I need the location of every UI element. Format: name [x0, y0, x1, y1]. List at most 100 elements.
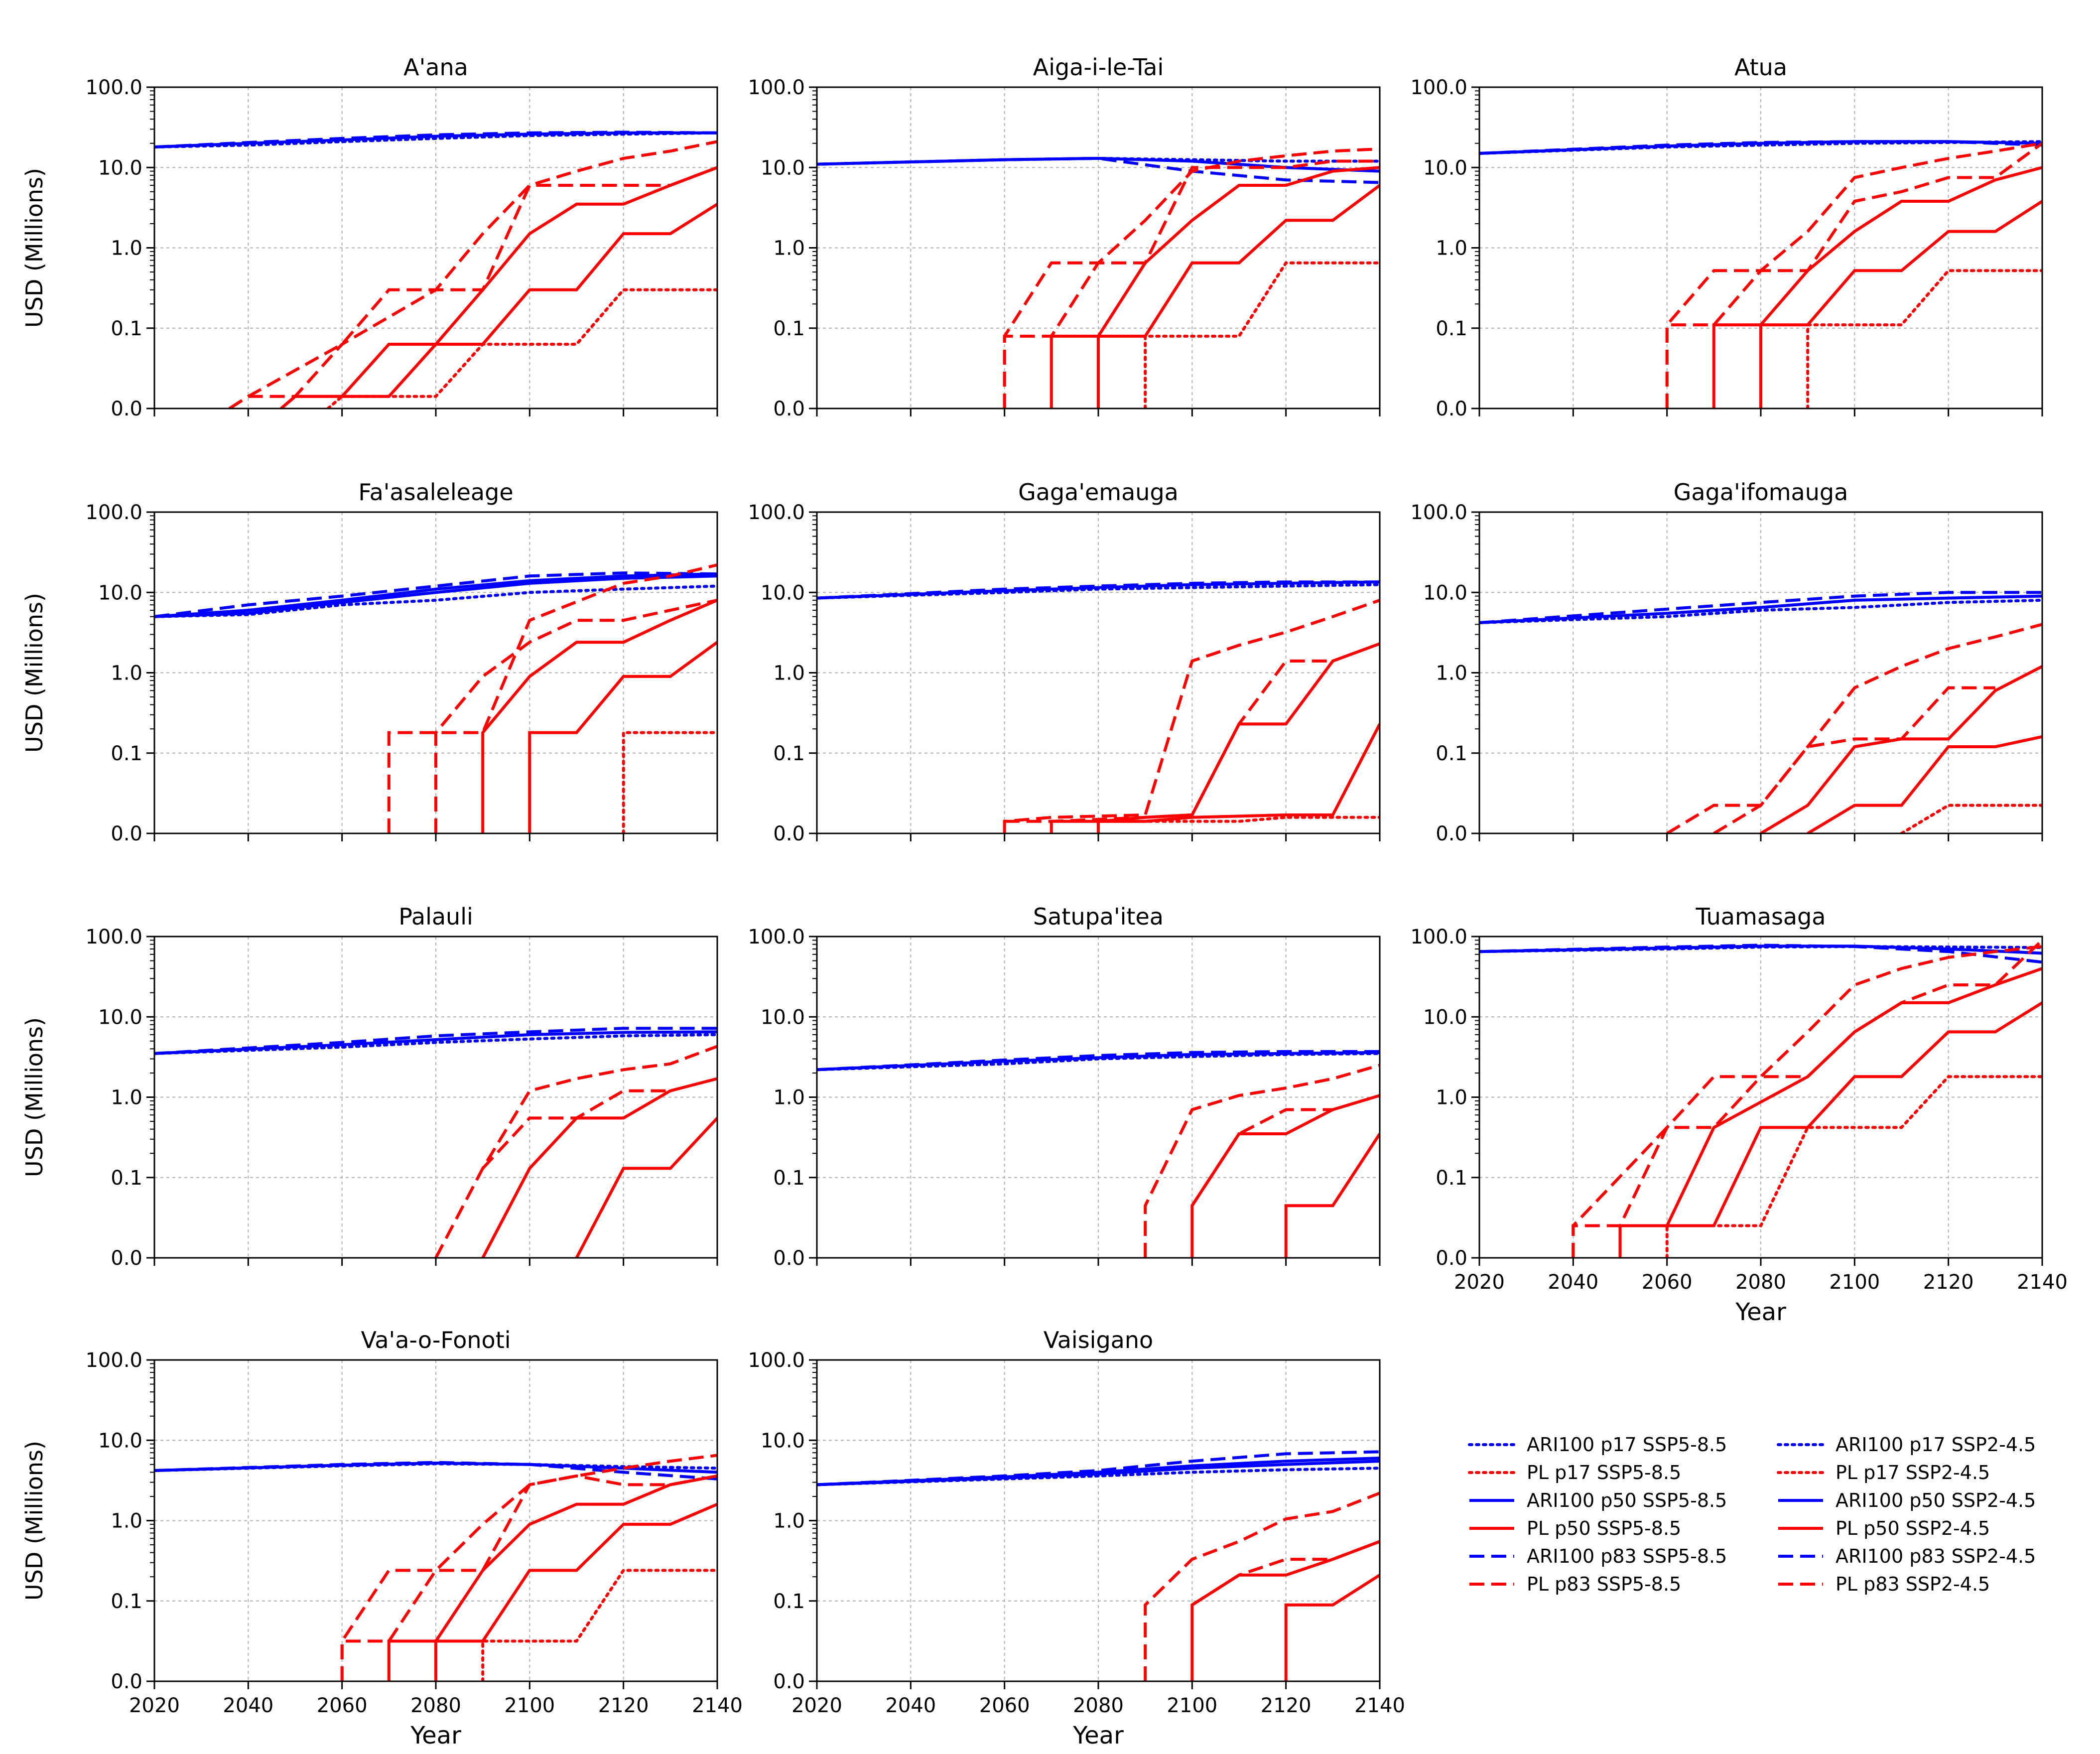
series-line-pl-p50-a: [1190, 1094, 1380, 1258]
series-line-ari100-p50: [1479, 594, 2042, 624]
legend-label: ARI100 p17 SSP5-8.5: [1527, 1434, 1727, 1456]
y-tick-label: 10.0: [98, 1429, 142, 1452]
x-tick-label: 2040: [885, 1694, 936, 1717]
series-line-pl-p83-b: [434, 598, 717, 833]
x-tick-label: 2040: [1548, 1271, 1598, 1294]
series-line-ari100-p17: [1479, 598, 2042, 624]
y-tick-label: 0.1: [773, 742, 805, 765]
y-axis-label: USD (Millions): [21, 168, 48, 328]
y-tick-label: 10.0: [98, 1006, 142, 1029]
legend-label: PL p17 SSP2-4.5: [1836, 1462, 1990, 1484]
y-tick-label: 100.0: [748, 1349, 805, 1372]
series-line-pl-p83-a: [1572, 939, 2042, 1258]
legend-label: ARI100 p50 SSP5-8.5: [1527, 1489, 1727, 1511]
x-tick-label: 2020: [129, 1694, 180, 1717]
y-tick-label: 0.0: [773, 398, 805, 420]
x-tick-label: 2100: [504, 1694, 555, 1717]
panel-title: Aiga-i-le-Tai: [1033, 54, 1164, 81]
series-line-pl-p17: [1806, 269, 2042, 408]
series-line-ari100-p83: [1479, 591, 2042, 624]
legend-label: PL p50 SSP2-4.5: [1836, 1517, 1990, 1539]
y-tick-label: 0.0: [111, 1670, 142, 1693]
series-line-ari100-p50: [154, 574, 717, 618]
series-line-pl-p50-b: [1807, 735, 2042, 833]
series-line-ari100-p83: [817, 1450, 1380, 1486]
x-tick-label: 2060: [317, 1694, 368, 1717]
y-tick-label: 0.1: [1436, 317, 1467, 340]
series-group: [154, 1027, 717, 1258]
series-line-pl-p17: [622, 731, 717, 833]
series-line-ari100-p83: [817, 580, 1380, 600]
y-tick-label: 100.0: [85, 926, 142, 948]
series-line-pl-p50-b: [1097, 184, 1380, 408]
legend-label: PL p50 SSP5-8.5: [1527, 1517, 1681, 1539]
panel-5: 0.0 0.1 1.0 10.0 100.0 Gaga'emauga: [748, 479, 1381, 845]
series-group: [1479, 591, 2042, 833]
series-line-pl-p50-b: [528, 641, 717, 833]
x-tick-label: 2080: [1073, 1694, 1124, 1717]
series-line-ari100-p83: [154, 1461, 717, 1481]
series-line-pl-p83-a: [1003, 159, 1380, 408]
panel-title: Gaga'ifomauga: [1674, 479, 1848, 506]
x-tick-label: 2060: [979, 1694, 1030, 1717]
series-line-pl-p50-b: [1097, 723, 1380, 833]
panel-9: 0.0 0.1 1.0 10.0 100.0 2020 2040 2060 2080 2100 21…: [1410, 903, 2067, 1326]
panel-6: 0.0 0.1 1.0 10.0 100.0 Gaga'ifomauga: [1410, 479, 2043, 845]
series-line-ari100-p83: [817, 1050, 1380, 1072]
legend-label: ARI100 p83 SSP5-8.5: [1527, 1545, 1727, 1567]
y-tick-label: 0.0: [1436, 822, 1467, 845]
y-tick-label: 100.0: [1410, 501, 1467, 524]
series-group: [1479, 939, 2042, 1258]
series-line-pl-p83-a: [229, 166, 717, 408]
x-tick-label: 2020: [791, 1694, 842, 1717]
series-line-ari100-p83: [1479, 944, 2042, 964]
y-tick-label: 0.1: [1436, 1167, 1467, 1190]
panel-title: Tuamasaga: [1696, 903, 1826, 930]
y-tick-label: 0.0: [773, 822, 805, 845]
series-line-pl-p83-b: [482, 1089, 670, 1170]
series-line-pl-p50-b: [1759, 200, 2042, 408]
y-tick-label: 100.0: [748, 76, 805, 99]
y-tick-label: 0.1: [111, 1590, 142, 1613]
legend-label: PL p83 SSP5-8.5: [1527, 1573, 1681, 1595]
y-tick-label: 100.0: [85, 76, 142, 99]
series-line-pl-p83-a: [387, 563, 717, 833]
series-line-pl-p17: [1665, 1075, 2042, 1258]
series-line-pl-p83-a: [1144, 1064, 1380, 1258]
y-tick-label: 1.0: [1436, 1086, 1467, 1109]
panel-1: 0.0 0.1 1.0 10.0 100.0 A'ana USD (Millions): [21, 54, 718, 420]
legend-label: ARI100 p50 SSP2-4.5: [1836, 1489, 2036, 1511]
x-tick-label: 2140: [692, 1694, 743, 1717]
y-axis-label: USD (Millions): [21, 1441, 48, 1601]
y-tick-label: 0.0: [111, 398, 142, 420]
y-tick-label: 0.1: [111, 1167, 142, 1190]
y-tick-label: 10.0: [98, 156, 142, 179]
y-tick-label: 1.0: [773, 662, 805, 685]
series-line-pl-p83-a: [1144, 1491, 1380, 1681]
series-line-pl-p50-a: [481, 599, 717, 833]
x-axis-label: Year: [410, 1722, 461, 1750]
y-tick-label: 0.1: [773, 1167, 805, 1190]
series-line-pl-p83-a: [434, 1045, 717, 1258]
legend-label: PL p83 SSP2-4.5: [1836, 1573, 1990, 1595]
y-axis-label: USD (Millions): [21, 593, 48, 753]
y-tick-label: 1.0: [773, 237, 805, 260]
series-line-ari100-p50-b: [154, 572, 717, 618]
x-tick-label: 2120: [1923, 1271, 1974, 1294]
series-line-ari100-p83: [154, 571, 717, 618]
series-line-pl-p17: [1144, 261, 1380, 408]
y-tick-label: 10.0: [761, 1006, 805, 1029]
series-line-pl-p83-a: [1666, 623, 2042, 833]
x-axis-label: Year: [1735, 1298, 1786, 1326]
series-line-pl-p83-a: [340, 1474, 717, 1681]
panel-title: Palauli: [398, 903, 473, 930]
y-tick-label: 1.0: [111, 1086, 142, 1109]
y-tick-label: 100.0: [85, 501, 142, 524]
series-group: [154, 1454, 717, 1681]
series-line-ari100-p17: [154, 1033, 717, 1055]
series-group: [154, 563, 717, 833]
series-line-pl-p83-b: [1665, 141, 2042, 408]
series-line-pl-p50-b: [1284, 1133, 1380, 1258]
y-tick-label: 1.0: [773, 1510, 805, 1533]
series-line-pl-p50-a: [1050, 166, 1380, 408]
